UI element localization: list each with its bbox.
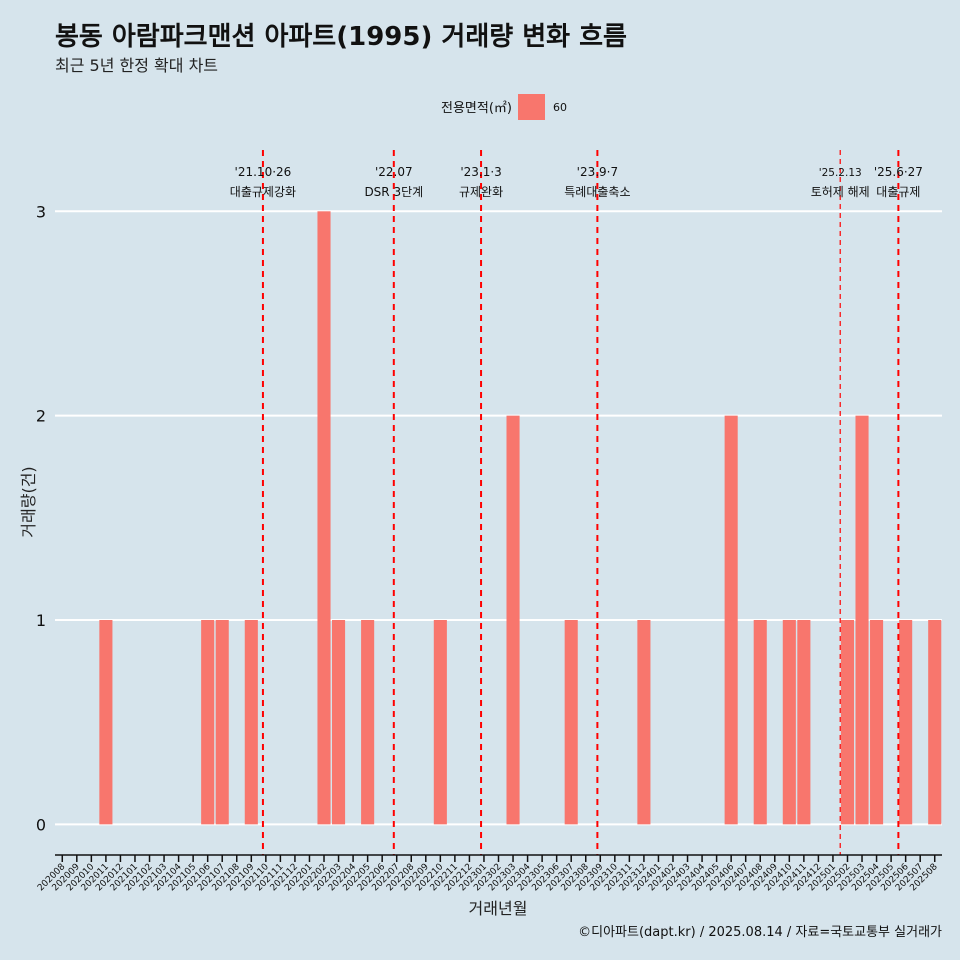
event-name-label: 규제완화 [459,185,503,199]
y-tick-label: 0 [36,815,46,834]
event-name-label: DSR 3단계 [364,185,423,199]
y-tick-label: 1 [36,611,46,630]
event-lines [261,150,900,855]
bar [782,620,796,825]
bar [99,620,113,825]
event-date-label: '23.1·3 [460,165,501,179]
event-date-label: '22.07 [375,165,413,179]
bar [215,620,229,825]
bars [99,211,942,825]
chart-title: 봉동 아람파크맨션 아파트(1995) 거래량 변화 흐름 [55,22,627,52]
y-tick-labels: 0 1 2 3 [36,202,46,834]
y-axis-label: 거래량(건) [19,466,38,537]
bar [855,415,869,825]
event-name-label: 대출규제 [876,185,920,199]
bar [637,620,651,825]
legend: 전용면적(㎡) 60 [441,94,567,120]
bar [899,620,913,825]
bar [201,620,215,825]
x-axis [55,854,942,862]
event-date-label: '21.10·26 [235,165,292,179]
event-name-label: 특례대출축소 [564,185,630,199]
bar [317,211,331,825]
event-annotations: '21.10·26 대출규제강화 '22.07 DSR 3단계 '23.1·3 규제완화 '… [230,165,923,199]
bar [433,620,447,825]
bar [928,620,942,825]
bar [870,620,884,825]
chart-subtitle: 최근 5년 한정 확대 차트 [55,56,218,75]
event-date-label: '25.6·27 [874,165,923,179]
bar [564,620,578,825]
bar [361,620,375,825]
x-tick-labels: 2020082020092020102020112020122021012021… [36,862,940,894]
event-name-label: 토허제 해제 [811,185,870,199]
y-tick-label: 2 [36,407,46,426]
event-date-label: '25.2.13 [819,167,862,179]
source-caption: ©디아파트(dapt.kr) / 2025.08.14 / 자료=국토교통부 실… [578,925,942,940]
bar [332,620,346,825]
y-tick-label: 3 [36,202,46,221]
x-axis-label: 거래년월 [469,899,528,918]
bar [797,620,811,825]
bar [753,620,767,825]
legend-entry-label: 60 [553,101,567,114]
bar [724,415,738,825]
legend-swatch [518,94,545,120]
legend-title: 전용면적(㎡) [441,101,512,116]
event-date-label: '23.9·7 [577,165,618,179]
bar [506,415,520,825]
bar [840,620,855,825]
event-name-label: 대출규제강화 [230,185,296,199]
bar [244,620,258,825]
